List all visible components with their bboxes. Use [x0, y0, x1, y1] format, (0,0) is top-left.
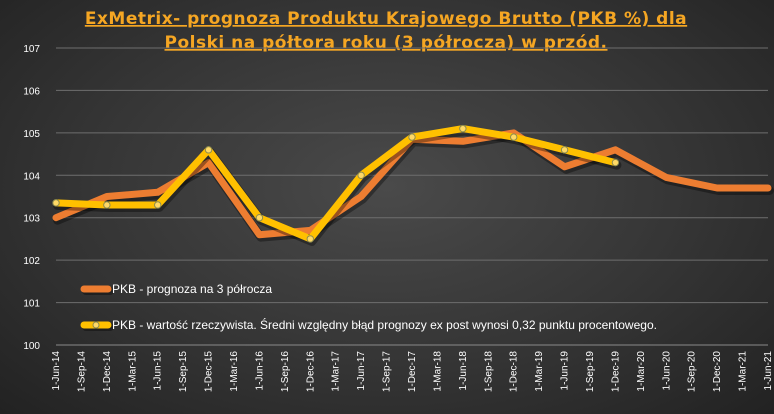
x-tick-label: 1-Jun-21: [763, 351, 774, 391]
x-tick-label: 1-Mar-20: [636, 351, 647, 392]
x-tick-label: 1-Jun-15: [153, 351, 164, 391]
x-tick-label: 1-Jun-19: [560, 351, 571, 391]
x-tick-label: 1-Mar-15: [127, 351, 138, 392]
x-tick-label: 1-Sep-17: [382, 351, 393, 393]
y-tick-label: 107: [23, 44, 40, 55]
series-2-point: [52, 199, 60, 207]
x-axis-ticks: 1-Jun-14 1-Sep-14 1-Dec-14 1-Mar-15 1-Jun-15…: [51, 351, 774, 393]
x-tick-label: 1-Mar-18: [432, 351, 443, 392]
x-tick-label: 1-Sep-15: [178, 351, 189, 393]
legend-label-2: PKB - wartość rzeczywista. Średni względ…: [112, 317, 657, 332]
chart-title-line-1: ExMetrix- prognoza Produktu Krajowego Br…: [85, 9, 687, 29]
gridlines: [56, 47, 768, 346]
y-tick-label: 104: [23, 171, 40, 182]
legend-label-1: PKB - prognoza na 3 półrocza: [112, 282, 272, 296]
x-tick-label: 1-Mar-16: [229, 351, 240, 392]
series-2-point: [611, 158, 620, 167]
y-tick-label: 106: [23, 86, 40, 97]
series-2-point: [459, 124, 467, 133]
y-tick-label: 105: [23, 129, 40, 140]
x-tick-label: 1-Jun-20: [661, 351, 672, 391]
x-tick-label: 1-Jun-14: [51, 351, 62, 391]
x-tick-label: 1-Dec-15: [204, 351, 215, 393]
series-2-shadow: [53, 126, 622, 246]
x-tick-label: 1-Jun-16: [254, 351, 265, 391]
series-2-point: [204, 146, 213, 154]
x-tick-label: 1-Dec-18: [509, 351, 520, 393]
x-tick-label: 1-Mar-21: [738, 351, 749, 392]
series-2-point: [408, 133, 416, 141]
x-tick-label: 1-Sep-14: [76, 351, 87, 393]
x-tick-label: 1-Jun-17: [356, 351, 367, 391]
series-2-point: [510, 133, 518, 141]
x-tick-label: 1-Sep-18: [483, 351, 494, 393]
legend-swatch-point: [92, 321, 100, 329]
x-tick-label: 1-Mar-19: [534, 351, 545, 392]
series-2-point: [103, 201, 111, 209]
chart-title-line-2: Polski na półtora roku (3 półrocza) w pr…: [165, 33, 608, 53]
series-lines: [52, 124, 774, 246]
x-tick-label: 1-Dec-17: [407, 351, 418, 393]
x-tick-label: 1-Dec-14: [102, 351, 113, 393]
y-tick-label: 100: [23, 341, 40, 352]
x-tick-label: 1-Sep-16: [280, 351, 291, 393]
y-axis-ticks: 100 101 102 103 104 105 106 107: [23, 44, 40, 352]
legend: PKB - prognoza na 3 półrocza PKB - wartoś…: [80, 282, 657, 332]
series-2-point: [306, 235, 314, 243]
y-tick-label: 103: [23, 214, 40, 225]
x-tick-label: 1-Dec-20: [712, 351, 723, 393]
x-tick-label: 1-Dec-19: [610, 351, 621, 393]
series-2-point: [357, 171, 365, 179]
x-tick-label: 1-Dec-16: [305, 351, 316, 393]
series-2-line: [52, 125, 619, 243]
series-2-point: [255, 214, 264, 222]
series-2-point: [154, 201, 162, 209]
series-2-point: [560, 146, 569, 154]
x-tick-label: 1-Jun-18: [458, 351, 469, 391]
y-tick-label: 102: [23, 256, 40, 267]
x-tick-label: 1-Mar-17: [331, 351, 342, 392]
x-tick-label: 1-Sep-20: [687, 351, 698, 393]
x-tick-label: 1-Sep-19: [585, 351, 596, 393]
y-tick-label: 101: [23, 299, 40, 310]
